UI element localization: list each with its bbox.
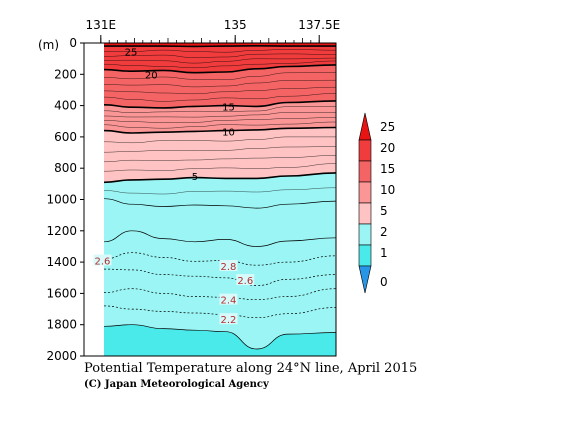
dashed-isotherm-line: [104, 305, 336, 319]
minor-isotherm: [104, 112, 336, 118]
minor-isotherm: [104, 53, 336, 58]
minor-isotherm: [104, 117, 336, 123]
legend-level-label: 25: [380, 120, 395, 134]
minor-isotherm: [104, 57, 336, 64]
legend-level-label: 20: [380, 141, 395, 155]
y-tick-label: 2000: [46, 349, 77, 363]
contour-label: 15: [222, 102, 235, 113]
minor-isotherm: [104, 121, 336, 129]
isotherm-line: [104, 44, 336, 48]
credit-line: (C) Japan Meteorological Agency: [84, 379, 270, 390]
isotherm-line: [104, 126, 336, 134]
y-tick-label: 200: [54, 67, 77, 81]
legend-level-label: 5: [380, 204, 388, 218]
contour-label-bg: [219, 293, 238, 305]
legend-swatch: [358, 112, 372, 141]
isotherm-line: [104, 324, 336, 350]
minor-isotherms: [104, 49, 336, 195]
temperature-bands: [104, 43, 336, 356]
legend-swatch: [358, 202, 372, 225]
minor-isotherm: [104, 136, 336, 144]
minor-isotherm: [104, 106, 336, 113]
minor-isotherm: [104, 72, 336, 80]
isotherm-line: [104, 198, 336, 209]
contour-label: 2.6: [95, 257, 111, 268]
y-axis-unit-label: (m): [38, 38, 59, 52]
contour-label: 2.8: [221, 262, 237, 273]
contour-label: 25: [125, 48, 138, 59]
minor-isotherm: [104, 86, 336, 95]
contour-label: 20: [145, 70, 158, 81]
minor-isotherm: [104, 93, 336, 102]
isotherm-line: [104, 172, 336, 184]
contour-label: 2.4: [221, 296, 237, 307]
y-tick-label: 1200: [46, 224, 77, 238]
x-tick-label: 137.5E: [298, 18, 340, 32]
contour-label: 10: [222, 127, 235, 138]
color-band: [104, 64, 336, 108]
color-band: [104, 324, 336, 356]
y-tick-label: 1400: [46, 255, 77, 269]
minor-isotherm: [104, 49, 336, 53]
minor-isotherm: [104, 79, 336, 88]
y-tick-label: 1000: [46, 193, 77, 207]
legend-level-label: 15: [380, 162, 395, 176]
y-axis: 0 200 400 600 800 1000 1200 1400 1600 1800 2000: [46, 36, 84, 363]
legend-level-label: 1: [380, 246, 388, 260]
x-axis: 131E 135 137.5E: [86, 18, 340, 43]
legend-swatch: [358, 139, 372, 162]
legend-level-label: 10: [380, 183, 395, 197]
y-tick-label: 1600: [46, 286, 77, 300]
minor-isotherm: [104, 60, 336, 69]
contour-label: 2.2: [221, 315, 237, 326]
color-band: [104, 127, 336, 183]
legend-swatch: [358, 223, 372, 246]
y-tick-label: 0: [69, 36, 77, 50]
legend-swatch: [358, 160, 372, 183]
color-band: [104, 100, 336, 133]
minor-isotherm: [104, 187, 336, 195]
x-tick-label: 135: [224, 18, 247, 32]
isotherm-line: [104, 230, 336, 247]
y-tick-label: 600: [54, 130, 77, 144]
legend-swatch: [358, 244, 372, 267]
contour-label: 5: [192, 172, 198, 183]
legend-level-label: 2: [380, 225, 388, 239]
contour-label-bg: [236, 274, 255, 286]
dashed-isotherm-line: [104, 252, 336, 266]
contour-label-bg: [219, 313, 238, 325]
contour-label-bg: [219, 260, 238, 272]
minor-isotherm: [104, 155, 336, 163]
isotherm-line: [104, 64, 336, 74]
legend-level-label: 0: [380, 275, 388, 289]
contour-label: 2.6: [237, 276, 253, 287]
isotherm-line: [104, 100, 336, 109]
x-tick-label: 131E: [86, 18, 117, 32]
y-tick-label: 400: [54, 99, 77, 113]
y-tick-label: 1800: [46, 318, 77, 332]
isotherm-lines: [104, 44, 336, 350]
chart-title: Potential Temperature along 24°N line, A…: [84, 361, 417, 376]
minor-isotherm: [104, 146, 336, 153]
minor-isotherm: [104, 163, 336, 172]
contour-label-bg: [93, 254, 112, 266]
legend-swatch: [358, 181, 372, 204]
color-band: [104, 45, 336, 73]
legend-swatch: [358, 265, 372, 294]
y-tick-label: 800: [54, 161, 77, 175]
